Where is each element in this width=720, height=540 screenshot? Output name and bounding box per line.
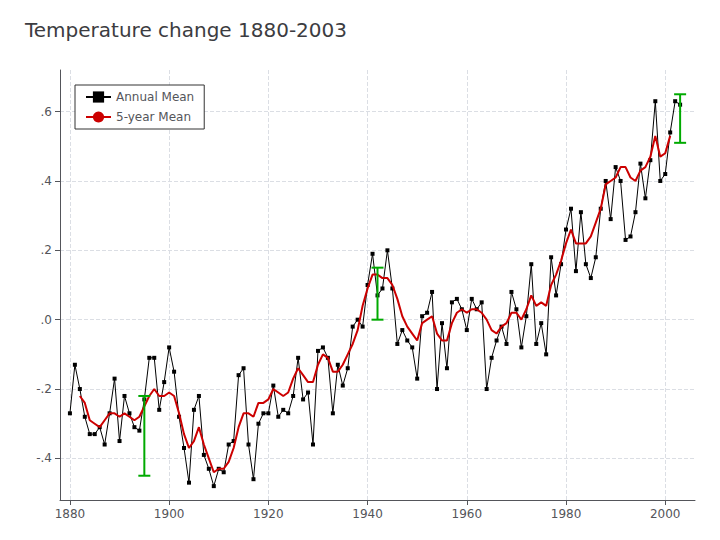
svg-text:1900: 1900 [154,507,185,521]
svg-text:-.4: -.4 [36,451,52,465]
svg-text:Temperature change 1880-2003: Temperature change 1880-2003 [24,18,347,42]
svg-text:-.2: -.2 [36,382,52,396]
svg-text:5-year Mean: 5-year Mean [116,110,191,124]
svg-text:1920: 1920 [253,507,284,521]
svg-text:1940: 1940 [352,507,383,521]
svg-text:2000: 2000 [650,507,681,521]
svg-text:.0: .0 [41,313,52,327]
svg-text:1880: 1880 [55,507,86,521]
svg-text:1960: 1960 [452,507,483,521]
svg-text:.4: .4 [41,174,52,188]
svg-text:1980: 1980 [551,507,582,521]
svg-text:Annual Mean: Annual Mean [116,90,194,104]
svg-text:.6: .6 [41,105,52,119]
svg-text:.2: .2 [41,243,52,257]
